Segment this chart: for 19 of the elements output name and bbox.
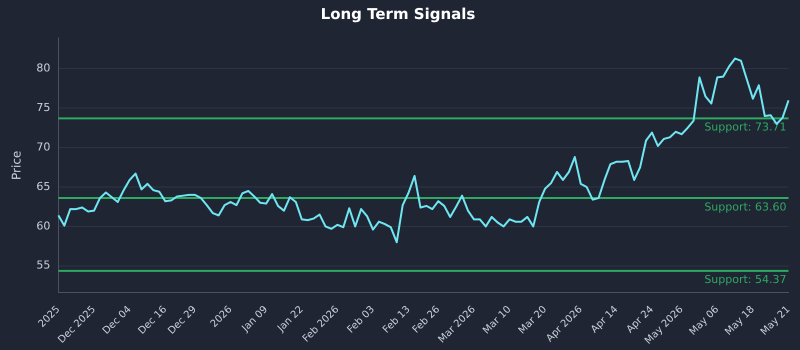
x-tick-label: Jan 09: [239, 304, 270, 335]
y-axis-title: Price: [9, 150, 24, 180]
x-tick-label: Feb 26: [410, 304, 442, 336]
ref-line-label: Support: 63.60: [704, 200, 787, 214]
x-tick-label: Feb 13: [381, 304, 413, 336]
y-tick-label: 70: [36, 140, 50, 154]
y-tick-label: 60: [36, 219, 50, 232]
y-tick-label: 65: [36, 180, 50, 193]
y-tick-label: 80: [36, 62, 50, 75]
chart-title: Long Term Signals: [320, 4, 476, 23]
x-tick-label: Dec 29: [166, 304, 199, 337]
ref-line-label: Support: 54.37: [704, 273, 787, 286]
y-tick-label: 75: [36, 101, 50, 114]
x-tick-label: Apr 14: [589, 304, 620, 336]
x-tick-label: Mar 10: [481, 304, 514, 336]
x-tick-label: Dec 04: [100, 304, 134, 337]
x-tick-label: Jan 22: [275, 304, 306, 335]
y-tick-label: 55: [36, 258, 50, 272]
x-tick-label: Feb 03: [345, 304, 377, 336]
